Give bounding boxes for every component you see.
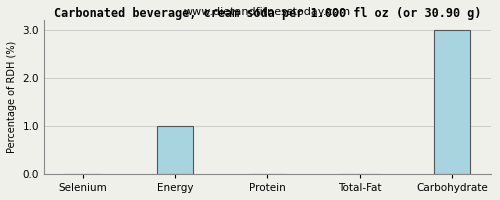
Y-axis label: Percentage of RDH (%): Percentage of RDH (%) [7, 41, 17, 153]
Text: www.dietandfitnesstoday.com: www.dietandfitnesstoday.com [184, 7, 351, 17]
Title: Carbonated beverage, cream soda per 1.000 fl oz (or 30.90 g): Carbonated beverage, cream soda per 1.00… [54, 7, 481, 20]
Bar [156, 126, 194, 174]
Bar [434, 30, 470, 174]
